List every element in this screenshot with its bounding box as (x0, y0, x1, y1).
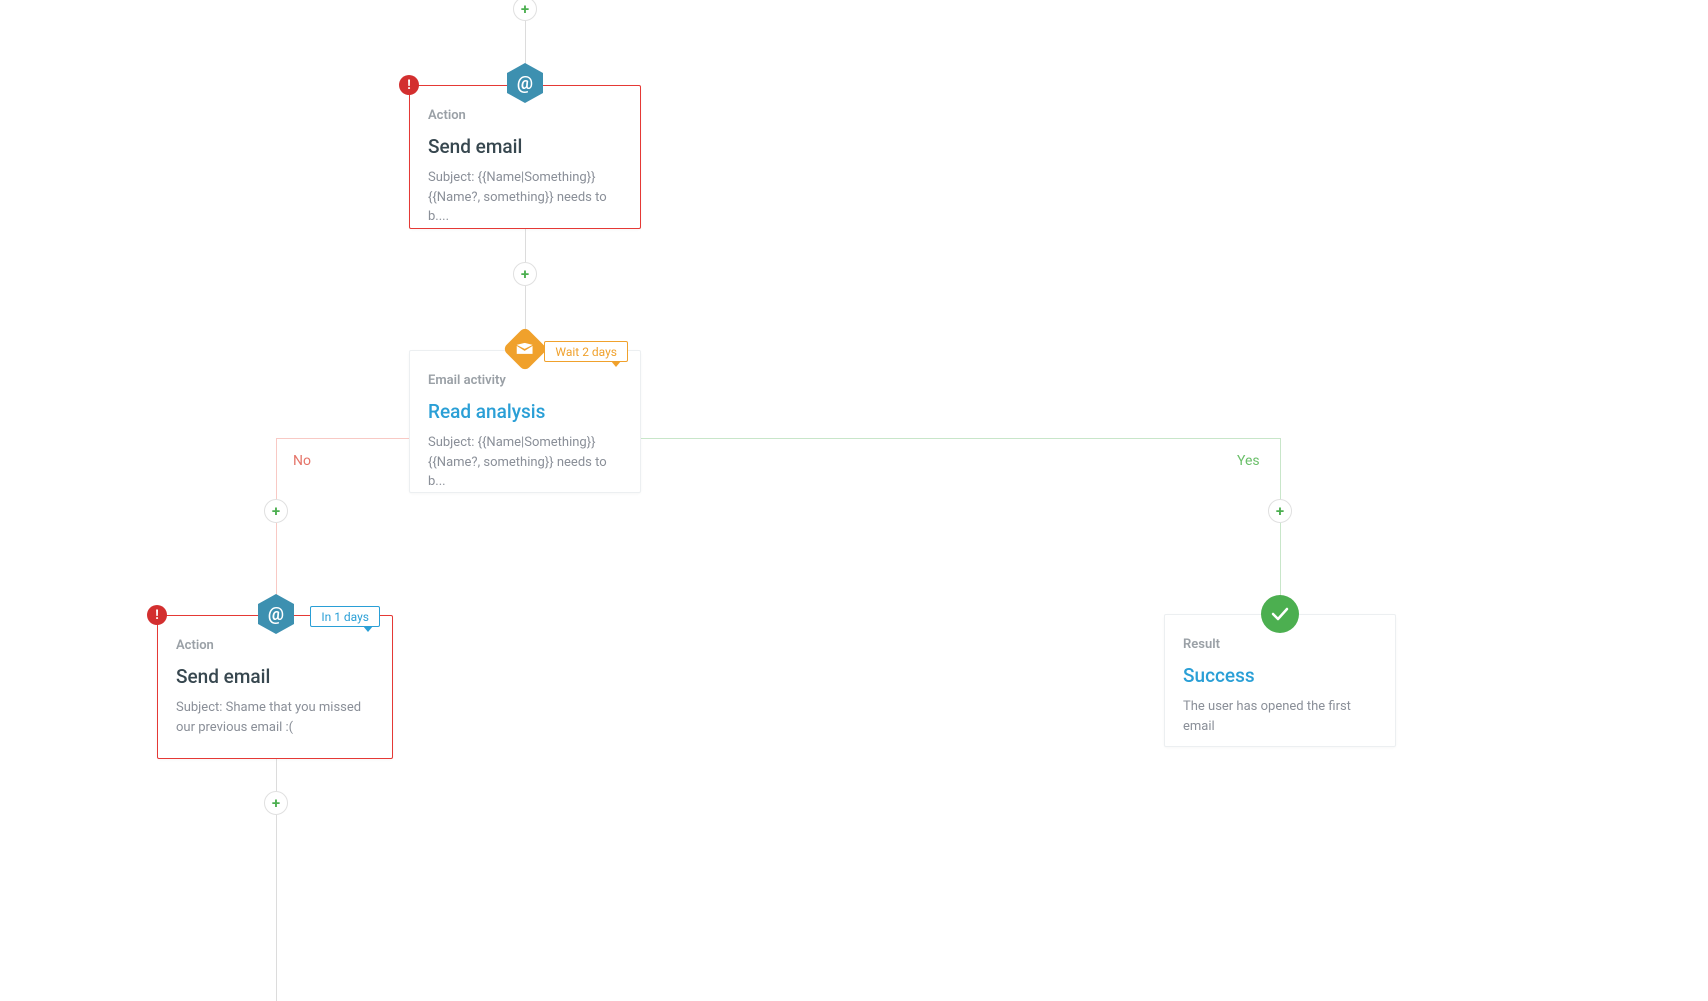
connector-yes (641, 438, 1280, 439)
connector (276, 759, 277, 792)
node-type-label: Action (428, 108, 622, 123)
email-at-icon: @ (506, 62, 544, 104)
add-step-button[interactable]: + (264, 791, 288, 815)
node-body: Subject: {{Name|Something}} {{Name?, som… (428, 433, 622, 492)
connector-no (276, 438, 409, 439)
workflow-node-action-email[interactable]: In 1 days Action Send email Subject: Sha… (157, 615, 393, 759)
node-title: Send email (176, 665, 374, 688)
node-title: Read analysis (428, 400, 622, 423)
error-badge[interactable]: ! (399, 75, 419, 95)
email-at-icon: @ (257, 593, 295, 635)
add-step-button[interactable]: + (1268, 499, 1292, 523)
node-body: The user has opened the first email (1183, 697, 1377, 736)
connector (525, 229, 526, 262)
add-step-button[interactable]: + (513, 0, 537, 21)
workflow-node-result[interactable]: Result Success The user has opened the f… (1164, 614, 1396, 747)
workflow-node-action-email[interactable]: Action Send email Subject: {{Name|Someth… (409, 85, 641, 229)
node-title: Success (1183, 664, 1377, 687)
delay-badge: In 1 days (310, 606, 380, 627)
node-type-label: Result (1183, 637, 1377, 652)
connector-yes (1280, 438, 1281, 500)
node-title: Send email (428, 135, 622, 158)
wait-badge: Wait 2 days (544, 341, 628, 362)
node-type-label: Email activity (428, 373, 622, 388)
branch-label-yes: Yes (1237, 453, 1260, 469)
mail-activity-icon (503, 327, 547, 371)
success-check-icon (1261, 595, 1299, 633)
node-body: Subject: Shame that you missed our previ… (176, 698, 374, 737)
node-body: Subject: {{Name|Something}} {{Name?, som… (428, 168, 622, 227)
node-type-label: Action (176, 638, 374, 653)
branch-label-no: No (293, 453, 311, 469)
workflow-canvas[interactable]: + + + + + No Yes @ ! Action Send email S… (0, 0, 1708, 1001)
add-step-button[interactable]: + (264, 499, 288, 523)
add-step-button[interactable]: + (513, 262, 537, 286)
workflow-node-email-activity[interactable]: Wait 2 days Email activity Read analysis… (409, 350, 641, 493)
connector-no (276, 438, 277, 500)
error-badge[interactable]: ! (147, 605, 167, 625)
connector (276, 815, 277, 1001)
